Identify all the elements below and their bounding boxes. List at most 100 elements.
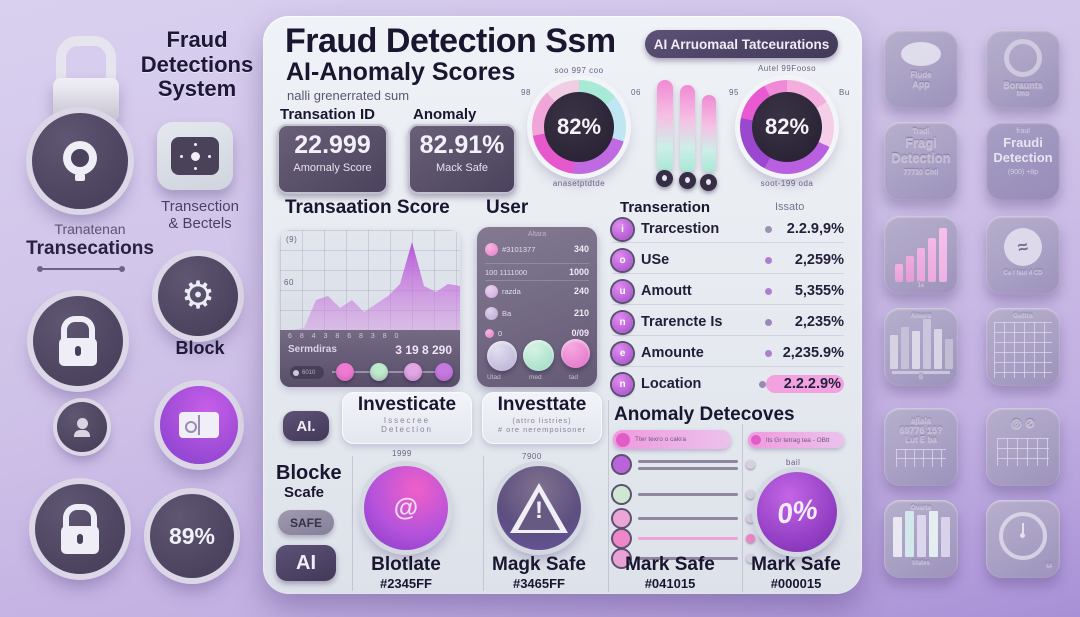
button1-code: #2345FF <box>379 576 433 591</box>
user-row[interactable]: 100 1111000 1000 <box>485 263 589 281</box>
stat1-card[interactable]: 22.999 Amornaly Score <box>277 124 388 194</box>
block-orb-button[interactable]: ⚙ <box>158 256 238 336</box>
breakdown-row[interactable]: n Location 2.2.2.9% <box>612 371 844 397</box>
user-row-value: 340 <box>573 244 589 254</box>
tile-silver-barchart[interactable]: Atearo B <box>884 308 958 386</box>
investigate-button-2[interactable]: Investtate (attro listries) # ore neremp… <box>482 392 602 444</box>
user-top-note: Altara <box>527 231 547 238</box>
gradient-bar-3 <box>702 95 716 172</box>
warning-circle-button[interactable]: ! <box>497 466 581 550</box>
anomaly-gauge-2[interactable]: 82% <box>740 80 834 174</box>
slider-knob-2[interactable] <box>370 363 388 381</box>
tile-data-text[interactable]: ajlala 69776 15? Lut E ba <box>884 408 958 486</box>
button4-code: #000015 <box>770 576 822 591</box>
percent-orb-button[interactable]: 89% <box>150 494 234 578</box>
breakdown-value: 2,259% <box>794 252 844 268</box>
anomaly-slider-row[interactable] <box>613 510 755 527</box>
tile-grid[interactable]: Guttra <box>986 308 1060 386</box>
investigate2-sub2: # ore nerempoisoner <box>497 425 587 434</box>
user-row[interactable]: razda 240 <box>485 283 589 299</box>
anomaly-pill-1[interactable]: Tter texro o cakra <box>613 430 731 449</box>
slider-knob-3[interactable] <box>404 363 422 381</box>
breakdown-row[interactable]: o USe 2,259% <box>612 247 844 274</box>
tile-bonaunts[interactable]: Boraunts tmo <box>986 30 1060 108</box>
zero-percent-button[interactable]: 0% <box>757 472 837 552</box>
sparkle-tile-button[interactable] <box>157 122 233 190</box>
ai-anomaly-badge[interactable]: AI Arruomaal Tatceurations <box>645 30 838 58</box>
dot-icon <box>765 225 772 233</box>
anomaly-slider-row[interactable] <box>613 530 755 547</box>
anomaly-gauge-1[interactable]: 82% <box>532 80 626 174</box>
tile-pink-barchart[interactable]: 1c <box>884 216 958 294</box>
slider-knob-4[interactable] <box>435 363 453 381</box>
tile-clock[interactable]: ω <box>986 500 1060 578</box>
slider-row-icon <box>613 456 630 473</box>
user-orb-button[interactable] <box>57 402 107 452</box>
stat2-card[interactable]: 82.91% Mack Safe <box>408 124 516 194</box>
tile-icons-grid[interactable]: ◎ ⊘ <box>986 408 1060 486</box>
user-row[interactable]: 0 0/09 <box>485 325 589 341</box>
sphere-mint[interactable] <box>523 340 554 371</box>
investigate-button-1[interactable]: Investicate Issecree Detection <box>342 392 472 444</box>
avatar <box>485 328 494 338</box>
block-circle-button[interactable]: @ <box>364 466 448 550</box>
tile-fraud-detection-2[interactable]: fraul Fraudi Detection (900) +8p <box>986 122 1060 200</box>
user-row-value: 240 <box>573 286 589 296</box>
breakdown-row[interactable]: i Trarcestion 2.2.9,9% <box>612 216 844 243</box>
sphere-lavender[interactable] <box>487 341 517 371</box>
gauge1-value: 82% <box>556 114 602 139</box>
gauge2-bottom-label: soot-199 oda <box>760 179 814 188</box>
user-row-label: razda <box>502 286 521 296</box>
slider-row-knob[interactable] <box>746 460 755 469</box>
slider-row-knob[interactable] <box>746 514 755 523</box>
sphere-pink[interactable] <box>561 339 590 368</box>
user-row[interactable]: Ba 210 <box>485 305 589 321</box>
breakdown-value: 2.2.2.9% <box>766 375 844 393</box>
wallet-orb-button[interactable] <box>160 386 238 464</box>
investigate2-sub1: (attro listries) <box>512 416 572 425</box>
user-row[interactable]: #3101377 340 <box>485 241 589 257</box>
anomaly-slider-row[interactable] <box>613 456 755 473</box>
tile-line: Fraudi <box>1003 135 1043 150</box>
anomaly-slider-row[interactable] <box>613 486 755 503</box>
breakdown-value: 5,355% <box>794 283 844 299</box>
ai-pill-button-2[interactable]: AI <box>276 545 336 581</box>
breakdown-row[interactable]: n Trarencte Is 2,235% <box>612 309 844 336</box>
zero-button-tag: bail <box>786 458 801 467</box>
slider-knob-1[interactable] <box>336 363 354 381</box>
breakdown-label: Amounte <box>641 345 704 361</box>
safe-pill-button[interactable]: SAFE <box>278 510 334 535</box>
chart-corner-label: (9) <box>286 235 298 244</box>
chart-toggle-label: 6010 <box>302 369 316 376</box>
user-panel: Altara #3101377 340 100 1111000 1000 raz… <box>477 227 597 387</box>
anomaly-pill1-text: Tter texro o cakra <box>635 436 686 443</box>
tile-line: Fragi <box>905 135 937 150</box>
chart-toggle[interactable]: 6010 <box>290 366 324 379</box>
anomaly-pill-2[interactable]: lts Gr tetrag tea - OBtt <box>748 432 844 448</box>
tile-fraud-detection-1[interactable]: Tradl Fragi Detection 77730 Chtl <box>884 122 958 200</box>
breakdown-row[interactable]: e Amounte 2,235.9% <box>612 340 844 367</box>
stat2-sub: Mack Safe <box>436 162 488 174</box>
divider <box>742 424 743 592</box>
tile-app[interactable]: Flude App <box>884 30 958 108</box>
bar-tip-3 <box>700 174 717 191</box>
camera-orb-button[interactable] <box>32 113 128 209</box>
button1-label: Blotlate <box>371 554 441 575</box>
zero-value: 0% <box>774 493 820 530</box>
breakdown-row[interactable]: u Amoutt 5,355% <box>612 278 844 305</box>
breakdown-header: Transeration <box>620 199 711 216</box>
tile-teal-barchart[interactable]: Ovarta titates <box>884 500 958 578</box>
tile-line: Detection <box>891 150 951 165</box>
slider-row-knob[interactable] <box>746 534 755 543</box>
breakdown-header-right: Issato <box>775 201 805 213</box>
lock-orb-button[interactable] <box>33 296 123 386</box>
slider-row-knob[interactable] <box>746 554 755 563</box>
anomaly-slider-row[interactable] <box>613 550 755 567</box>
ai-pill-button[interactable]: AI. <box>283 411 329 441</box>
lock-orb-button-2[interactable] <box>35 484 125 574</box>
tile-wave-circle[interactable]: ≈ Ca t faul 4 CD <box>986 216 1060 294</box>
dot-icon <box>751 435 761 445</box>
padlock-icon <box>61 504 99 554</box>
slider-row-knob[interactable] <box>746 490 755 499</box>
block-scafe-line1: Blocke <box>276 462 342 484</box>
